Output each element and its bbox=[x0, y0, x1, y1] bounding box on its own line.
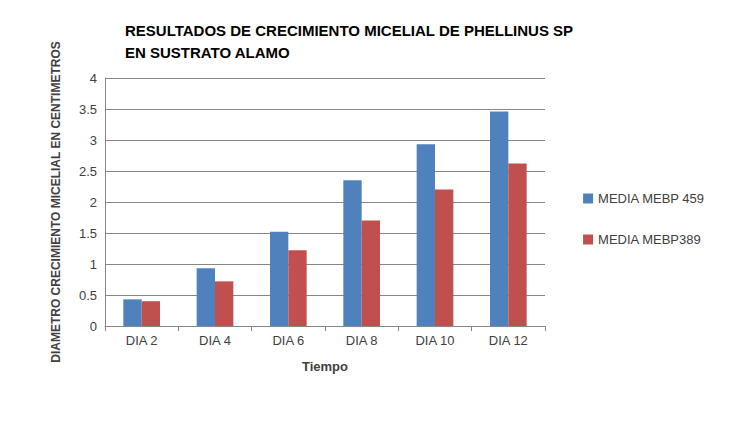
svg-text:DIA 6: DIA 6 bbox=[272, 333, 304, 348]
svg-text:DIAMETRO CRECIMIENTO MICELIAL: DIAMETRO CRECIMIENTO MICELIAL EN CENTIME… bbox=[49, 41, 63, 363]
svg-text:EN SUSTRATO ALAMO: EN SUSTRATO ALAMO bbox=[125, 44, 290, 61]
svg-text:1.5: 1.5 bbox=[79, 226, 97, 241]
svg-text:2: 2 bbox=[90, 195, 97, 210]
svg-text:2.5: 2.5 bbox=[79, 164, 97, 179]
svg-text:1: 1 bbox=[90, 257, 97, 272]
svg-text:Tiempo: Tiempo bbox=[302, 359, 348, 374]
svg-text:0: 0 bbox=[90, 319, 97, 334]
svg-text:DIA 8: DIA 8 bbox=[346, 333, 378, 348]
svg-text:DIA 4: DIA 4 bbox=[199, 333, 231, 348]
svg-text:3.5: 3.5 bbox=[79, 102, 97, 117]
svg-text:3: 3 bbox=[90, 133, 97, 148]
svg-text:RESULTADOS DE CRECIMIENTO MICE: RESULTADOS DE CRECIMIENTO MICELIAL DE PH… bbox=[125, 22, 577, 39]
svg-text:4: 4 bbox=[90, 71, 97, 86]
svg-text:MEDIA MEBP389: MEDIA MEBP389 bbox=[598, 232, 701, 247]
svg-text:0.5: 0.5 bbox=[79, 288, 97, 303]
svg-text:DIA 12: DIA 12 bbox=[489, 333, 528, 348]
svg-text:DIA 2: DIA 2 bbox=[126, 333, 158, 348]
svg-text:DIA 10: DIA 10 bbox=[415, 333, 454, 348]
svg-text:MEDIA MEBP 459: MEDIA MEBP 459 bbox=[598, 191, 704, 206]
